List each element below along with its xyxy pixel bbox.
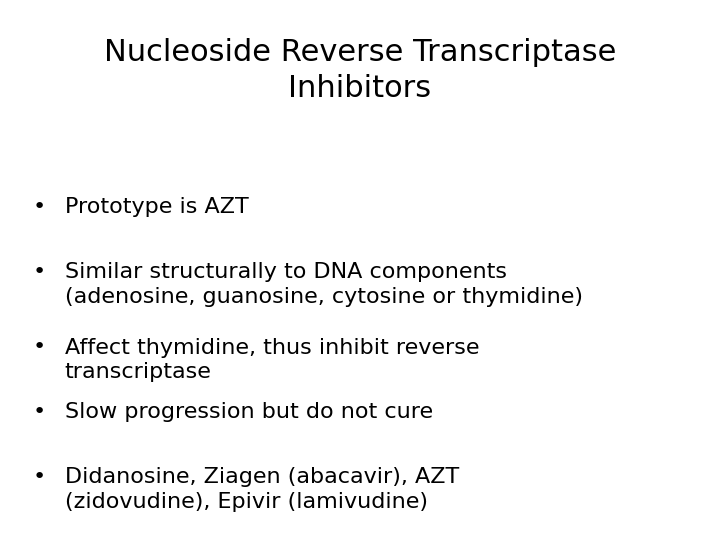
Text: Similar structurally to DNA components
(adenosine, guanosine, cytosine or thymid: Similar structurally to DNA components (… bbox=[65, 262, 582, 307]
Text: •: • bbox=[33, 262, 46, 282]
Text: •: • bbox=[33, 338, 46, 357]
Text: Didanosine, Ziagen (abacavir), AZT
(zidovudine), Epivir (lamivudine): Didanosine, Ziagen (abacavir), AZT (zido… bbox=[65, 467, 459, 512]
Text: Prototype is AZT: Prototype is AZT bbox=[65, 197, 248, 217]
Text: Nucleoside Reverse Transcriptase
Inhibitors: Nucleoside Reverse Transcriptase Inhibit… bbox=[104, 38, 616, 103]
Text: •: • bbox=[33, 402, 46, 422]
Text: Slow progression but do not cure: Slow progression but do not cure bbox=[65, 402, 433, 422]
Text: Affect thymidine, thus inhibit reverse
transcriptase: Affect thymidine, thus inhibit reverse t… bbox=[65, 338, 480, 382]
Text: •: • bbox=[33, 467, 46, 487]
Text: •: • bbox=[33, 197, 46, 217]
